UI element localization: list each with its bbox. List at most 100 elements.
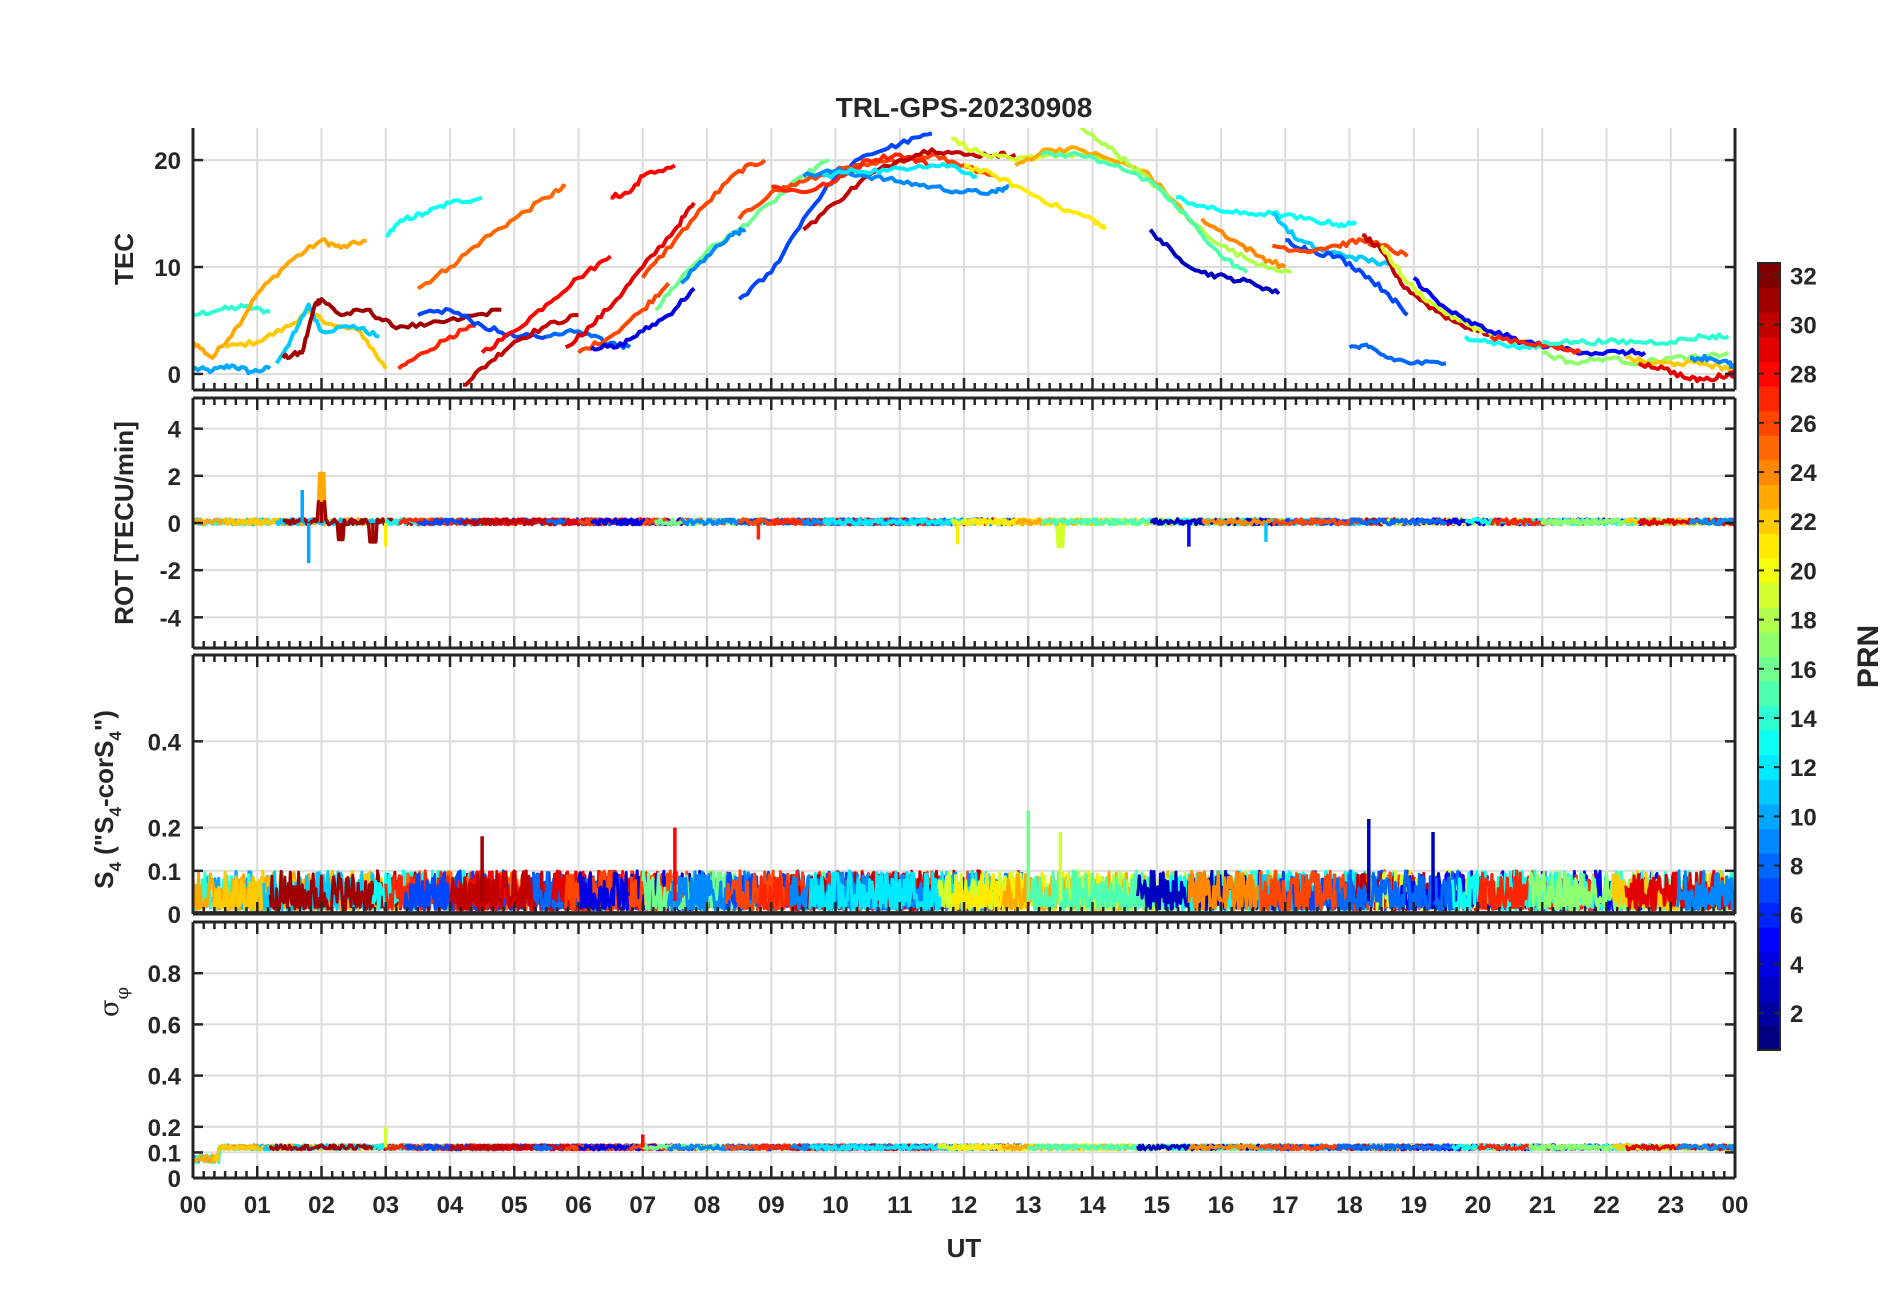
x-tick-label: 03 [372,1192,399,1219]
tec-series-prn-15 [1040,150,1249,274]
tec-series-prn-14 [1542,332,1730,347]
tec-series-prn-13 [385,195,483,238]
colorbar-tick-label: 8 [1790,854,1803,881]
tec-series-prn-4 [590,286,696,352]
y-tick-label: 0.6 [148,1012,181,1039]
x-tick-label: 00 [1722,1192,1749,1219]
tec-series-prn-22 [224,309,388,370]
colorbar-tick-label: 6 [1790,903,1803,930]
tec-series-prn-26 [577,281,671,355]
colorbar-tick-label: 16 [1790,657,1817,684]
rot-series-prn-8 [1349,517,1448,527]
colorbar-swatch [1758,804,1780,830]
x-tick-label: 19 [1400,1192,1427,1219]
x-tick-label: 08 [694,1192,721,1219]
tec-series-prn-27 [1489,334,1582,355]
colorbar-label: PRN [1852,625,1885,688]
colorbar-swatch [1758,828,1780,854]
colorbar-tick-label: 20 [1790,558,1817,585]
s4-series-prn-8 [1335,869,1461,912]
x-tick-label: 01 [244,1192,271,1219]
x-tick-label: 16 [1208,1192,1235,1219]
chart-title: TRL-GPS-20230908 [836,92,1093,123]
colorbar-swatch [1758,435,1780,461]
colorbar-tick-label: 32 [1790,263,1817,290]
tec-series-prn-30 [1361,232,1504,339]
grid [192,128,1736,390]
x-tick-label: 06 [565,1192,592,1219]
tec-series-prn-28 [610,163,676,200]
sigma-series-prn-8 [1336,1143,1461,1152]
tec-series-prn-25 [416,183,567,291]
x-tick-label: 10 [822,1192,849,1219]
colorbar-tick-label: 10 [1790,804,1817,831]
y-tick-label: 0 [168,902,181,929]
tec-series-prn-3 [1148,228,1281,296]
x-tick-label: 12 [951,1192,978,1219]
tec-series-prn-26 [1271,237,1409,258]
x-tick-label: 11 [887,1192,912,1219]
y-tick-label: 0 [168,362,181,389]
colorbar-frame [1757,262,1781,1051]
colorbar-tick-label: 30 [1790,312,1817,339]
colorbar-swatch [1758,631,1780,658]
tec-series-prn-11 [274,302,380,365]
colorbar-swatch [1758,410,1780,436]
y-tick-label: -4 [160,605,182,632]
panel-tec: 0 10 20 TEC TRL-GPS-20230908 [109,92,1737,392]
tec-series-prn-9 [1689,353,1735,370]
tec-series-prn-30 [462,313,579,387]
colorbar-swatch [1758,336,1780,362]
colorbar-tick-label: 22 [1790,509,1817,536]
data-lines [193,128,1735,387]
tec-series-prn-28 [480,254,612,355]
y-tick-label: 0.2 [148,816,181,843]
y-axis-label-phi: φ [112,987,133,1000]
y-axis-label-subscript: 4 [106,731,125,741]
x-tick-label: 00 [180,1192,207,1219]
tec-series-prn-11 [1271,211,1395,269]
x-tick-label: 02 [308,1192,335,1219]
x-tick-label: 17 [1272,1192,1299,1219]
y-tick-label: 0 [168,511,181,538]
colorbar-swatch [1758,287,1780,313]
y-tick-label: 0.4 [148,729,182,756]
colorbar-tick-label: 2 [1790,1001,1803,1028]
x-tick-label: 18 [1336,1192,1363,1219]
x-tick-label: 04 [437,1192,464,1219]
x-axis-label: UT [947,1233,982,1263]
y-axis-label-part: -corS [89,741,119,807]
colorbar-swatch [1758,877,1780,904]
panel-s4: 00.10.20.4S4 ("S4-corS4") [89,653,1737,929]
colorbar-swatch [1758,976,1780,1002]
y-axis-label-subscript: 4 [106,807,125,817]
colorbar-swatch [1758,927,1780,953]
colorbar-tick-label: 12 [1790,755,1817,782]
colorbar-swatch [1758,754,1780,781]
colorbar-tick-label: 28 [1790,362,1817,389]
x-tick-label: 15 [1143,1192,1170,1219]
y-axis-label-part: ("S [89,817,119,863]
x-tick-label: 23 [1657,1192,1684,1219]
colorbar-swatch [1758,705,1780,731]
y-tick-label: 0.2 [148,1115,181,1142]
colorbar-swatch [1758,779,1780,805]
data-lines [193,471,1735,564]
tec-series-prn-14 [193,303,271,318]
colorbar-swatch [1758,607,1780,633]
colorbar-tick-label: 18 [1790,608,1817,635]
y-tick-label: 0 [168,1166,181,1193]
colorbar-swatch [1758,361,1780,387]
colorbar-swatch [1758,656,1780,682]
x-tick-label: 09 [758,1192,785,1219]
tec-series-prn-12 [821,162,978,180]
colorbar-swatch [1758,508,1780,535]
colorbar-tick-label: 14 [1790,706,1817,733]
y-axis-label: TEC [109,233,139,285]
y-axis-label: σφ [95,987,133,1017]
rot-series-prn-9 [680,517,748,527]
y-axis-label: S4 ("S4-corS4") [89,710,125,889]
rot-series-prn-24 [1201,517,1287,527]
